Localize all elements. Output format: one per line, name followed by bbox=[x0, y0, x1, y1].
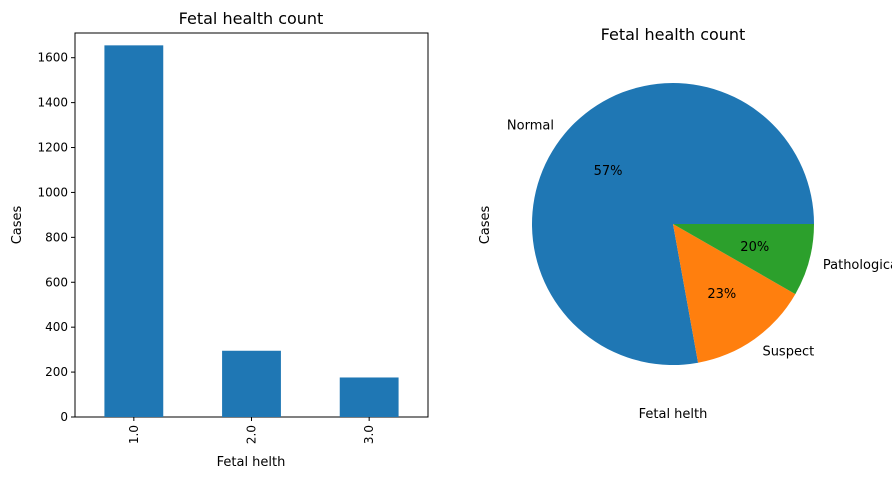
bar-chart-y-label: Cases bbox=[10, 205, 25, 244]
x-tick-label: 1.0 bbox=[127, 425, 141, 444]
x-tick-label: 3.0 bbox=[362, 425, 376, 444]
pie-category-label: Suspect bbox=[762, 345, 814, 360]
x-tick-label: 2.0 bbox=[245, 425, 259, 444]
y-tick-label: 1200 bbox=[37, 141, 68, 155]
pie-chart-slices bbox=[531, 82, 814, 366]
y-tick-label: 600 bbox=[45, 275, 68, 289]
bar-chart-x-axis: 1.0 2.0 3.0 bbox=[127, 417, 376, 444]
bar-chart-x-label: Fetal helth bbox=[217, 455, 286, 470]
pie-slice bbox=[673, 224, 814, 295]
pie-slice bbox=[673, 224, 796, 363]
y-tick-label: 1600 bbox=[37, 51, 68, 65]
pie-chart: Fetal health count Normal 57% Suspect 23% Pa… bbox=[478, 25, 892, 422]
y-tick-label: 200 bbox=[45, 365, 68, 379]
pie-chart-x-label: Fetal helth bbox=[639, 407, 708, 422]
bar bbox=[222, 350, 281, 417]
pie-category-label: Pathological bbox=[823, 258, 892, 273]
pie-chart-title: Fetal health count bbox=[601, 25, 746, 44]
y-tick-label: 1000 bbox=[37, 185, 68, 199]
y-tick-label: 1400 bbox=[37, 96, 68, 110]
y-tick-label: 0 bbox=[60, 410, 68, 424]
bar-chart-title: Fetal health count bbox=[179, 9, 324, 28]
bar-chart-bars bbox=[104, 45, 399, 417]
bar bbox=[104, 45, 164, 417]
pie-percent-label: 57% bbox=[594, 164, 623, 179]
bar-chart-y-axis: 0 200 400 600 800 1000 1200 1400 1600 bbox=[37, 51, 75, 424]
pie-category-label: Normal bbox=[507, 119, 554, 134]
bar-chart: Fetal health count 0 200 400 600 800 1000 1200… bbox=[10, 9, 429, 470]
bar bbox=[339, 377, 399, 417]
y-tick-label: 800 bbox=[45, 230, 68, 244]
y-tick-label: 400 bbox=[45, 320, 68, 334]
pie-chart-labels: Normal 57% Suspect 23% Pathological 20% bbox=[507, 119, 892, 360]
pie-percent-label: 20% bbox=[740, 240, 769, 255]
pie-chart-y-label: Cases bbox=[478, 205, 493, 244]
pie-percent-label: 23% bbox=[707, 287, 736, 302]
